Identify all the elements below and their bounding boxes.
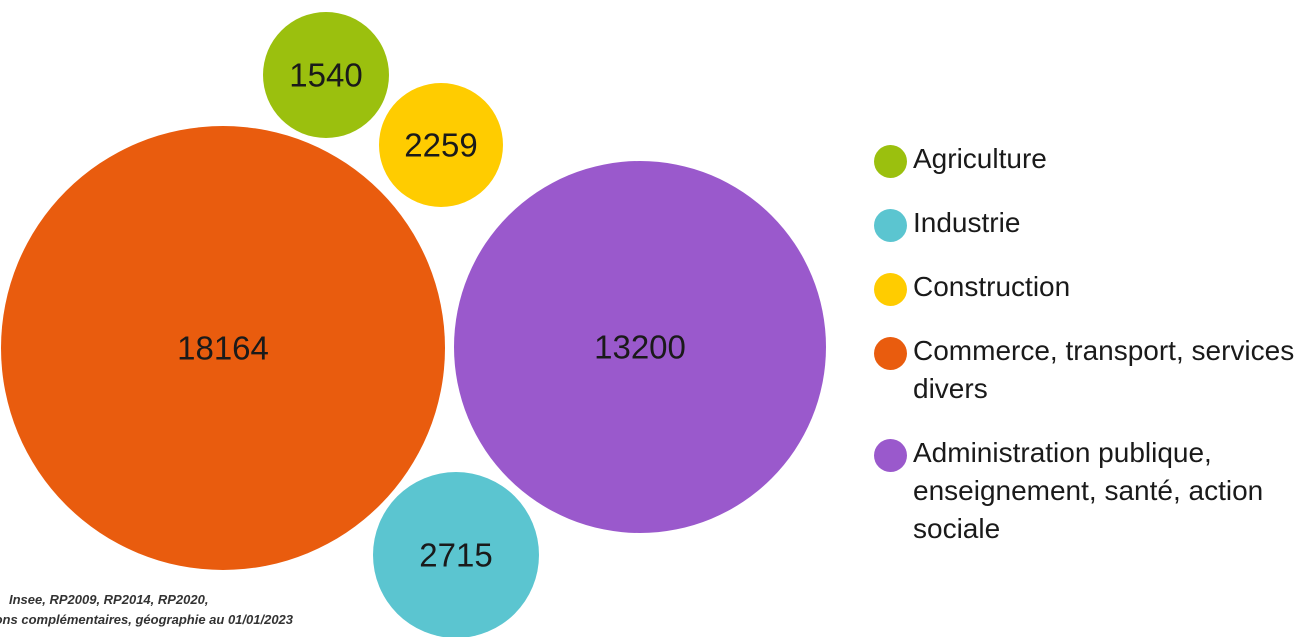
legend-item-construction[interactable]: Construction — [874, 268, 1304, 306]
bubble-circle-industrie — [373, 472, 539, 637]
bubble-value-construction: 2259 — [404, 127, 477, 164]
legend-item-administration[interactable]: Administration publique, enseignement, s… — [874, 434, 1304, 548]
bubble-chart: 1540 2259 2715 18164 13200 — [1, 12, 826, 637]
bubble-circle-commerce — [1, 126, 445, 570]
legend-swatch-agriculture — [874, 145, 907, 178]
bubble-value-industrie: 2715 — [419, 537, 492, 574]
legend-label-agriculture: Agriculture — [913, 143, 1047, 174]
legend: Agriculture Industrie Construction Comme… — [874, 140, 1304, 574]
legend-label-commerce: Commerce, transport, services divers — [913, 335, 1295, 404]
legend-swatch-industrie — [874, 209, 907, 242]
legend-item-industrie[interactable]: Industrie — [874, 204, 1304, 242]
legend-label-construction: Construction — [913, 271, 1071, 302]
bubble-construction[interactable]: 2259 — [379, 83, 503, 207]
legend-label-industrie: Industrie — [913, 207, 1021, 238]
bubble-value-administration: 13200 — [594, 329, 686, 366]
bubble-agriculture[interactable]: 1540 — [263, 12, 389, 138]
bubble-commerce[interactable]: 18164 — [1, 126, 445, 570]
bubble-administration[interactable]: 13200 — [454, 161, 826, 533]
bubble-circle-agriculture — [263, 12, 389, 138]
legend-swatch-construction — [874, 273, 907, 306]
source-line-2: ions complémentaires, géographie au 01/0… — [0, 612, 294, 627]
source-line-1: Insee, RP2009, RP2014, RP2020, — [9, 592, 209, 607]
bubble-circle-administration — [454, 161, 826, 533]
legend-item-commerce[interactable]: Commerce, transport, services divers — [874, 332, 1304, 408]
bubble-circle-construction — [379, 83, 503, 207]
legend-label-administration: Administration publique, enseignement, s… — [913, 437, 1264, 544]
bubble-industrie[interactable]: 2715 — [373, 472, 539, 637]
legend-swatch-administration — [874, 439, 907, 472]
source-note: Insee, RP2009, RP2014, RP2020, ions comp… — [0, 590, 360, 637]
bubble-value-agriculture: 1540 — [289, 57, 362, 94]
legend-swatch-commerce — [874, 337, 907, 370]
legend-item-agriculture[interactable]: Agriculture — [874, 140, 1304, 178]
bubble-value-commerce: 18164 — [177, 330, 269, 367]
